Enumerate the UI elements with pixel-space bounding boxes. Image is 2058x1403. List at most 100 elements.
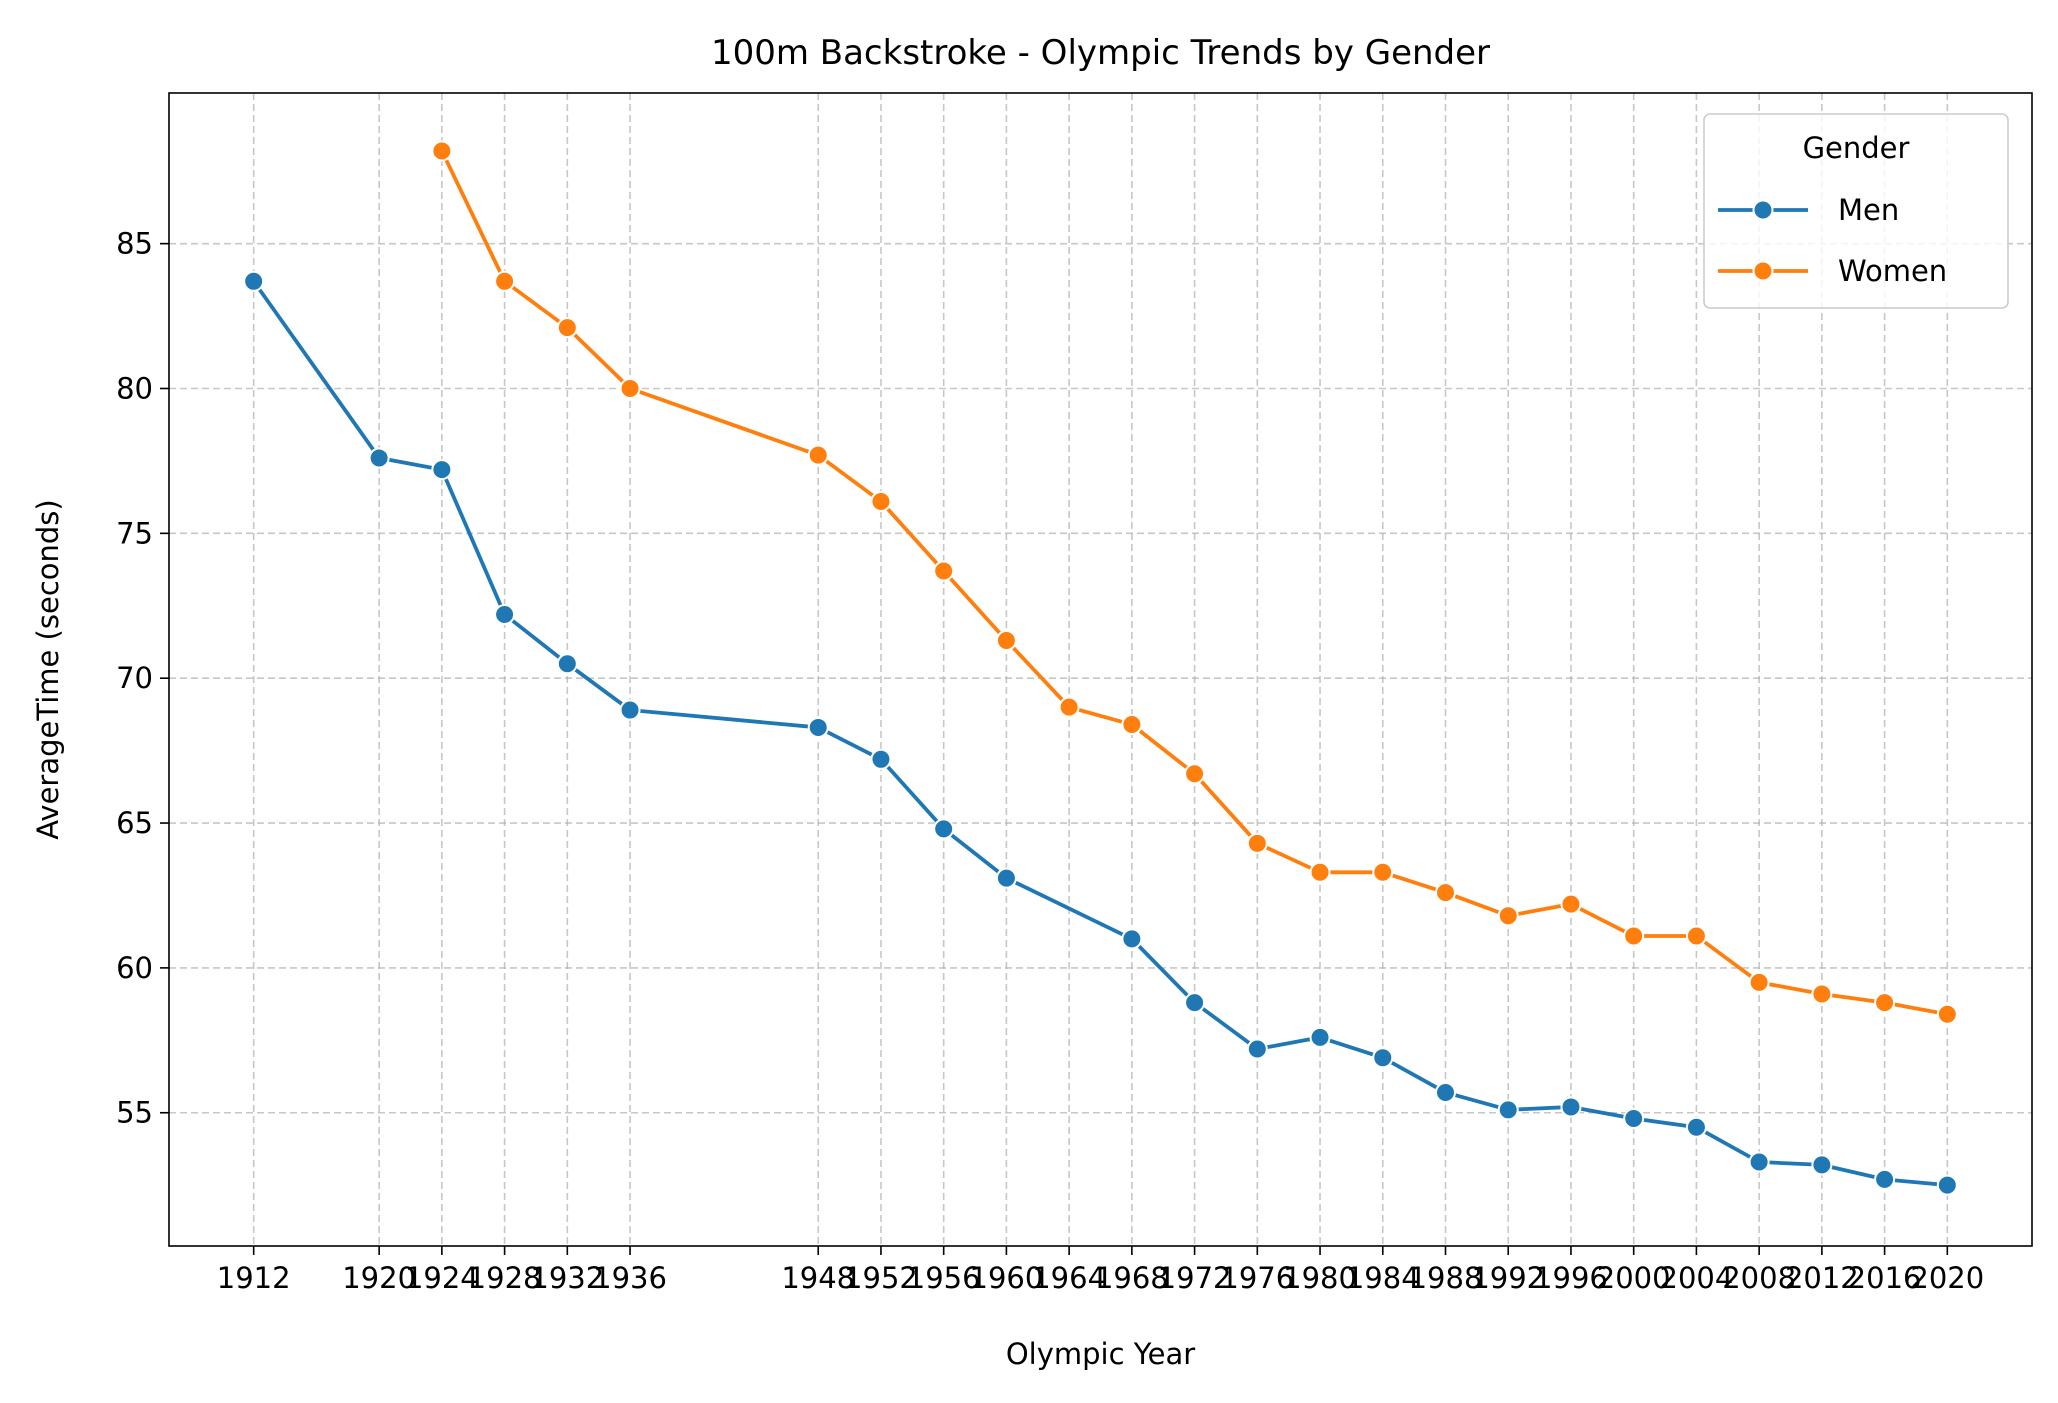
y-tick-label: 85 (116, 227, 153, 261)
x-tick-label: 1988 (1409, 1261, 1483, 1295)
data-point (494, 270, 516, 292)
x-tick-label: 1932 (530, 1261, 604, 1295)
data-point (807, 444, 829, 466)
x-tick-label: 1984 (1346, 1261, 1420, 1295)
x-axis-label: Olympic Year (1006, 1337, 1195, 1371)
data-point (1435, 1081, 1456, 1103)
data-point (368, 447, 390, 469)
data-point (1184, 992, 1206, 1014)
data-point (995, 867, 1017, 889)
y-tick-label: 55 (116, 1096, 153, 1130)
data-point (1748, 971, 1770, 993)
x-tick-label: 1980 (1283, 1261, 1357, 1295)
data-point (1560, 1096, 1582, 1118)
data-point (1874, 1168, 1896, 1190)
data-point (1685, 1116, 1707, 1138)
y-axis-label: AverageTime (seconds) (31, 499, 65, 839)
x-tick-label: 2012 (1785, 1261, 1859, 1295)
data-point (1936, 1003, 1958, 1025)
data-point (1685, 925, 1707, 947)
data-point (1623, 1108, 1645, 1130)
data-point (243, 270, 265, 292)
data-point (494, 603, 516, 625)
data-point (1246, 832, 1268, 854)
data-point (556, 653, 578, 675)
data-point (1435, 882, 1456, 904)
x-tick-label: 1924 (405, 1261, 479, 1295)
data-point (619, 377, 641, 399)
legend-label: Women (1838, 254, 1947, 288)
data-point (1811, 983, 1833, 1005)
x-tick-label: 1976 (1220, 1261, 1294, 1295)
x-tick-label: 2020 (1910, 1261, 1984, 1295)
x-tick-label: 1996 (1534, 1261, 1608, 1295)
y-tick-label: 60 (116, 951, 153, 985)
data-point (556, 317, 578, 339)
data-point (1121, 928, 1143, 950)
data-point (1560, 893, 1582, 915)
data-point (1246, 1038, 1268, 1060)
data-point (1309, 861, 1331, 883)
plot-frame (168, 92, 2033, 1247)
data-point (870, 748, 892, 770)
legend: Gender Men Women (1703, 113, 2009, 309)
data-point (1372, 1047, 1394, 1069)
data-point (1811, 1154, 1833, 1176)
x-tick-label: 2004 (1660, 1261, 1734, 1295)
data-point (1309, 1026, 1331, 1048)
data-point (1058, 696, 1080, 718)
data-point (807, 716, 829, 738)
legend-marker (1752, 199, 1774, 221)
x-tick-label: 1928 (468, 1261, 542, 1295)
x-tick-label: 1920 (342, 1261, 416, 1295)
legend-box (1703, 113, 2009, 309)
data-point (933, 560, 955, 582)
x-tick-label: 1952 (844, 1261, 918, 1295)
x-tick-label: 1912 (217, 1261, 291, 1295)
y-tick-label: 65 (116, 806, 153, 840)
data-point (995, 630, 1017, 652)
x-tick-label: 2016 (1848, 1261, 1922, 1295)
data-point (1121, 714, 1143, 736)
data-point (933, 818, 955, 840)
data-point (431, 140, 453, 162)
series-line (252, 280, 1948, 1188)
data-point (1372, 861, 1394, 883)
x-tick-label: 1968 (1095, 1261, 1169, 1295)
y-tick-label: 75 (116, 516, 153, 550)
x-tick-label: 1960 (970, 1261, 1044, 1295)
x-tick-label: 1948 (781, 1261, 855, 1295)
data-point (1936, 1174, 1958, 1196)
data-point (1497, 905, 1519, 927)
series-women (431, 140, 1958, 1025)
x-tick-label: 1992 (1471, 1261, 1545, 1295)
x-tick-label: 1964 (1032, 1261, 1106, 1295)
data-point (870, 490, 892, 512)
legend-item-men: Men (1718, 193, 1899, 227)
data-point (1748, 1151, 1770, 1173)
series-lines (243, 140, 1958, 1196)
data-point (1497, 1099, 1519, 1121)
data-point (1623, 925, 1645, 947)
data-point (619, 699, 641, 721)
x-tick-label: 1972 (1158, 1261, 1232, 1295)
y-tick-label: 70 (116, 661, 153, 695)
y-tick-label: 80 (116, 371, 153, 405)
legend-items: Men Women (1718, 193, 1947, 288)
data-point (1874, 992, 1896, 1014)
legend-marker (1752, 260, 1774, 282)
series-men (243, 270, 1958, 1196)
data-point (1184, 763, 1206, 785)
data-point (431, 459, 453, 481)
legend-title: Gender (1803, 131, 1910, 165)
chart-title: 100m Backstroke - Olympic Trends by Gend… (711, 33, 1490, 73)
legend-label: Men (1838, 193, 1899, 227)
x-tick-label: 2000 (1597, 1261, 1671, 1295)
x-tick-label: 1936 (593, 1261, 667, 1295)
x-tick-label: 2008 (1722, 1261, 1796, 1295)
x-tick-label: 1956 (907, 1261, 981, 1295)
legend-item-women: Women (1718, 254, 1947, 288)
